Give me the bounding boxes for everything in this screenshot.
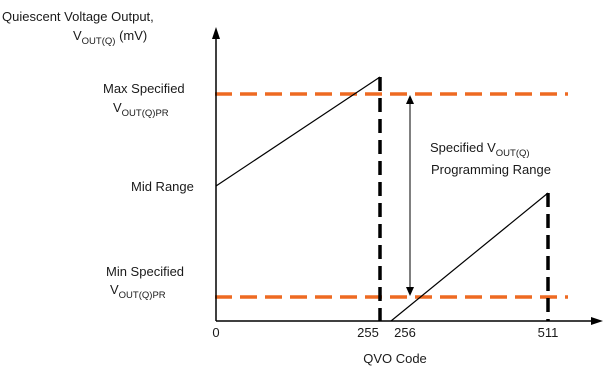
range-label-line2: Programming Range (431, 162, 551, 177)
y-axis-label-line2: VOUT(Q) (mV) (73, 28, 147, 47)
range-arrow-up-icon (406, 95, 414, 104)
x-tick-511: 511 (538, 325, 559, 340)
min-label-line1: Min Specified (106, 264, 184, 279)
range-arrow-down-icon (406, 287, 414, 296)
x-tick-255: 255 (357, 325, 379, 340)
x-tick-256: 256 (394, 325, 416, 340)
y-axis-arrow-icon (212, 27, 220, 39)
max-label-line2: VOUT(Q)PR (113, 100, 169, 119)
x-axis-arrow-icon (591, 317, 603, 325)
x-axis-label: QVO Code (363, 351, 427, 366)
min-label-line2: VOUT(Q)PR (110, 282, 166, 301)
ramp-segment-2 (390, 192, 549, 322)
mid-range-label: Mid Range (131, 179, 194, 194)
ramp-segment-1 (215, 76, 381, 187)
x-tick-0: 0 (212, 325, 219, 340)
max-label-line1: Max Specified (103, 81, 185, 96)
y-axis-label-line1: Quiescent Voltage Output, (2, 9, 154, 24)
range-label-line1: Specified VOUT(Q) (430, 140, 530, 159)
